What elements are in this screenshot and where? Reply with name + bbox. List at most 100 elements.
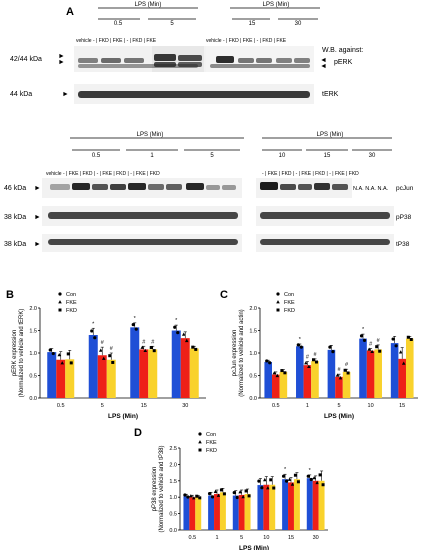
y-tick-label: 0.0 xyxy=(29,396,37,402)
data-point-con xyxy=(134,327,138,331)
y-tick-label: 2.0 xyxy=(29,306,37,312)
data-point-con xyxy=(210,495,215,499)
data-point-fkd xyxy=(280,369,284,373)
blot-pp38-kda: 38 kDa xyxy=(4,214,26,221)
y-axis-label: (Normalized to vehicle and tERK) xyxy=(19,309,25,398)
data-point-con xyxy=(131,323,135,327)
y-tick-label: 1.0 xyxy=(249,351,257,357)
data-point-legend xyxy=(276,308,280,312)
chart-pcjun: 0.0 0.5 1.0 1.5 2.0 pcJun expression (Normaliz… xyxy=(232,292,418,420)
data-point-fkd xyxy=(149,346,153,350)
bar-fke xyxy=(214,493,220,530)
bar-fkd xyxy=(374,349,382,398)
data-point-fkd xyxy=(69,361,73,365)
data-point-con xyxy=(359,334,364,338)
svg-text:►: ► xyxy=(34,214,41,221)
na-labels: N.A. N.A. N.A. xyxy=(353,186,389,192)
legend-label: Con xyxy=(206,432,216,438)
data-point-con xyxy=(235,495,239,500)
bar-fke xyxy=(238,494,245,530)
data-point-con xyxy=(186,495,190,499)
svg-text:►: ► xyxy=(34,185,41,192)
x-tick-label: 5 xyxy=(101,403,104,409)
data-point-legend xyxy=(198,440,202,444)
time-label: 15 xyxy=(324,153,331,159)
blot-tp38-label: tP38 xyxy=(396,241,410,248)
data-point-fke xyxy=(275,373,280,378)
x-tick-label: 30 xyxy=(313,535,319,541)
data-point-fkd xyxy=(269,478,273,482)
bar-con xyxy=(47,352,57,398)
significance-marker: # xyxy=(369,342,373,348)
bar-con xyxy=(257,485,264,530)
data-point-fke xyxy=(401,361,406,365)
bar-fkd xyxy=(293,479,300,530)
bar-fke xyxy=(272,374,280,398)
bar-fkd xyxy=(342,371,351,398)
svg-text:►: ► xyxy=(34,241,41,248)
data-point-con xyxy=(257,479,261,483)
data-point-fkd xyxy=(343,368,347,372)
x-tick-label: 5 xyxy=(337,403,340,409)
x-tick-label: 30 xyxy=(182,403,188,409)
data-point-fke xyxy=(238,490,242,494)
y-axis-label: pERK expression xyxy=(12,330,18,376)
data-point-con xyxy=(331,350,335,354)
time-label: 1 xyxy=(150,153,154,159)
data-point-fkd xyxy=(194,347,198,351)
panel-a-letter: A xyxy=(66,6,74,18)
x-tick-label: 10 xyxy=(263,535,269,541)
blot-terk-kda: 44 kDa xyxy=(10,91,32,98)
data-point-con xyxy=(306,474,310,478)
bar-fke xyxy=(335,376,343,398)
time-label: 15 xyxy=(249,21,256,27)
x-tick-label: 0.5 xyxy=(57,403,65,409)
blot-terk xyxy=(74,84,314,104)
data-point-con xyxy=(394,344,398,348)
x-tick-label: 0.5 xyxy=(272,403,280,409)
y-tick-label: 2.0 xyxy=(249,306,257,312)
data-point-fke xyxy=(263,477,267,482)
data-point-legend xyxy=(58,308,62,312)
blot-pp38-label: pP38 xyxy=(396,214,412,221)
significance-marker: # xyxy=(101,340,105,346)
bar-fkd xyxy=(311,361,319,398)
legend-label: Con xyxy=(284,292,294,298)
data-point-con xyxy=(93,336,97,340)
legend-label: FKD xyxy=(284,308,295,314)
data-point-con xyxy=(391,337,395,341)
y-tick-label: 1.5 xyxy=(249,329,257,335)
bar-fkd xyxy=(405,338,414,398)
panel-a-header-left: LPS (Min) xyxy=(135,2,162,8)
data-point-fkd xyxy=(191,345,195,349)
data-point-fke xyxy=(338,376,343,380)
time-label: 5 xyxy=(210,153,214,159)
legend-label: Con xyxy=(66,292,76,298)
data-point-con xyxy=(309,477,313,482)
x-tick-label: 15 xyxy=(141,403,147,409)
y-tick-label: 0.5 xyxy=(29,374,37,380)
data-point-con xyxy=(328,345,332,349)
significance-marker: # xyxy=(377,338,381,344)
data-point-fkd xyxy=(219,488,223,492)
data-point-fke xyxy=(307,364,311,368)
panel-a2-header-right: LPS (Min) xyxy=(317,132,344,138)
data-point-fkd xyxy=(378,349,382,353)
svg-text:►: ► xyxy=(58,53,65,60)
data-point-fkd xyxy=(283,371,287,375)
data-point-con xyxy=(362,338,367,342)
data-point-fkd xyxy=(375,345,379,349)
x-axis-label: LPS (Min) xyxy=(324,413,354,420)
data-point-con xyxy=(173,325,177,329)
x-tick-label: 0.5 xyxy=(189,535,197,541)
data-point-fke xyxy=(272,371,277,375)
data-point-con xyxy=(281,474,286,478)
bar-fke xyxy=(139,349,149,398)
bar-con xyxy=(296,346,304,398)
bar-fke xyxy=(180,338,190,398)
data-point-fkd xyxy=(314,360,318,364)
x-tick-label: 10 xyxy=(368,403,374,409)
x-tick-label: 1 xyxy=(306,403,309,409)
significance-marker: * xyxy=(134,316,137,322)
data-point-fkd xyxy=(318,473,322,477)
